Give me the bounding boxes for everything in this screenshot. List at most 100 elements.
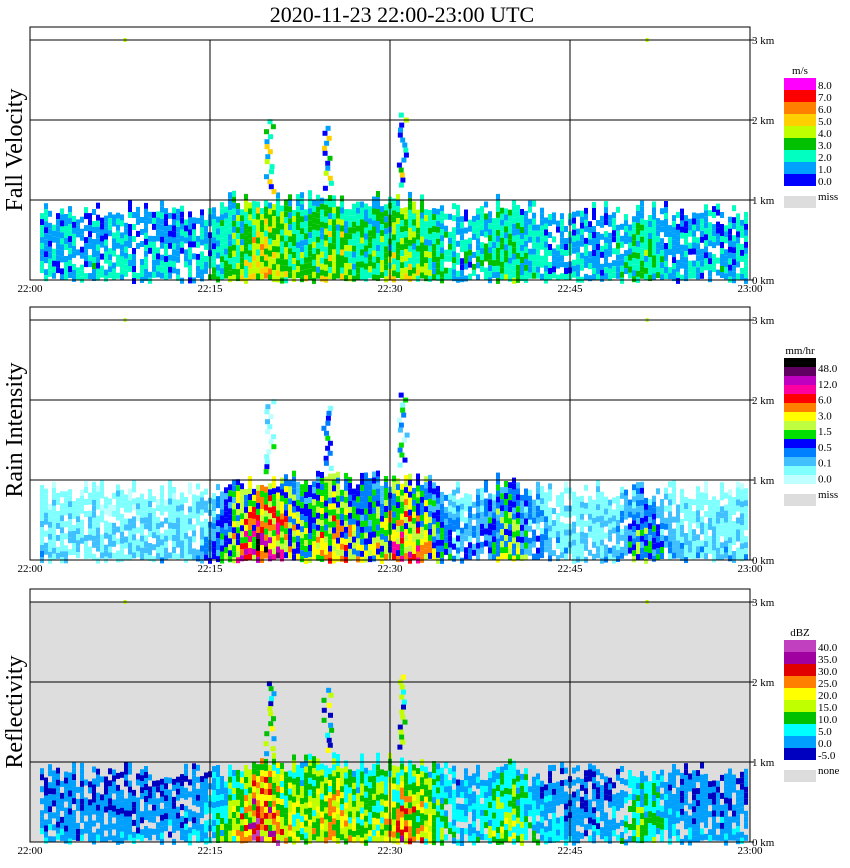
heatmap-cell xyxy=(224,260,228,267)
heatmap-cell xyxy=(136,230,140,237)
heatmap-cell xyxy=(140,493,144,500)
heatmap-cell xyxy=(40,261,44,268)
heatmap-cell xyxy=(328,515,332,522)
heatmap-cell xyxy=(152,265,156,272)
heatmap-cell xyxy=(520,530,524,537)
heatmap-cell xyxy=(724,552,728,559)
heatmap-cell xyxy=(64,232,68,238)
heatmap-cell xyxy=(204,796,208,803)
heatmap-cell xyxy=(688,504,692,511)
heatmap-cell xyxy=(456,270,460,277)
heatmap-cell xyxy=(620,259,624,266)
heatmap-cell xyxy=(276,840,280,846)
heatmap-cell xyxy=(164,529,168,536)
heatmap-cell xyxy=(484,255,488,262)
heatmap-cell xyxy=(288,504,292,511)
heatmap-cell xyxy=(68,772,72,779)
heatmap-cell xyxy=(536,487,540,494)
heatmap-cell xyxy=(248,524,252,530)
heatmap-cell xyxy=(308,509,312,515)
heatmap-cell xyxy=(220,545,224,552)
heatmap-cell xyxy=(548,483,552,490)
heatmap-cell xyxy=(496,235,500,242)
heatmap-cell xyxy=(348,518,352,525)
heatmap-cell xyxy=(212,820,216,827)
heatmap-cell xyxy=(124,554,128,561)
heatmap-cell xyxy=(552,254,556,261)
heatmap-cell xyxy=(296,770,300,777)
heatmap-cell xyxy=(180,492,184,499)
heatmap-cell xyxy=(200,782,204,789)
heatmap-cell xyxy=(184,526,188,533)
heatmap-cell xyxy=(364,215,368,222)
heatmap-cell xyxy=(416,533,420,540)
heatmap-cell xyxy=(132,528,136,535)
heatmap-cell xyxy=(412,237,416,244)
heatmap-cell xyxy=(352,554,356,561)
heatmap-cell xyxy=(352,776,356,783)
heatmap-cell xyxy=(672,221,676,228)
heatmap-cell xyxy=(228,228,232,235)
heatmap-cell xyxy=(144,262,148,269)
heatmap-cell xyxy=(720,272,724,278)
heatmap-cell xyxy=(316,230,320,237)
heatmap-cell xyxy=(380,557,384,564)
heatmap-cell xyxy=(656,512,660,519)
heatmap-cell xyxy=(480,541,484,548)
heatmap-cell xyxy=(152,241,156,248)
heatmap-cell xyxy=(328,231,332,238)
heatmap-cell xyxy=(476,238,480,245)
heatmap-cell xyxy=(252,536,256,543)
heatmap-cell xyxy=(632,258,636,265)
heatmap-cell xyxy=(216,240,220,247)
heatmap-cell xyxy=(200,794,204,801)
heatmap-cell xyxy=(344,263,348,270)
heatmap-cell xyxy=(720,524,724,531)
heatmap-cell xyxy=(288,812,292,819)
heatmap-cell xyxy=(428,227,432,234)
heatmap-cell xyxy=(656,488,660,495)
heatmap-cell xyxy=(488,265,492,272)
heatmap-cell xyxy=(184,817,188,824)
heatmap-cell xyxy=(496,496,500,503)
heatmap-cell xyxy=(280,787,284,793)
heatmap-cell xyxy=(632,544,636,551)
heatmap-cell xyxy=(484,528,488,535)
heatmap-cell xyxy=(140,553,144,560)
heatmap-cell xyxy=(236,215,240,222)
heatmap-cell xyxy=(480,523,484,530)
heatmap-cell xyxy=(368,224,372,231)
heatmap-cell xyxy=(740,501,744,508)
heatmap-cell xyxy=(700,254,704,261)
heatmap-cell xyxy=(340,543,344,550)
heatmap-cell xyxy=(632,490,636,497)
heatmap-cell xyxy=(344,239,348,246)
heatmap-cell xyxy=(252,834,256,841)
heatmap-cell xyxy=(332,788,336,795)
heatmap-cell xyxy=(80,495,84,502)
heatmap-cell xyxy=(204,826,208,833)
heatmap-cell xyxy=(180,774,184,781)
heatmap-cell xyxy=(304,814,308,821)
heatmap-cell xyxy=(356,213,360,220)
heatmap-cell xyxy=(232,800,236,806)
heatmap-cell xyxy=(636,246,640,253)
heatmap-cell xyxy=(296,806,300,813)
heatmap-cell xyxy=(276,222,280,229)
heatmap-cell xyxy=(168,254,172,261)
heatmap-cell xyxy=(88,225,92,232)
heatmap-cell xyxy=(168,486,172,493)
heatmap-cell xyxy=(300,774,304,781)
heatmap-cell xyxy=(524,246,528,253)
heatmap-cell xyxy=(244,783,248,789)
heatmap-cell xyxy=(600,251,604,258)
heatmap-cell xyxy=(628,272,632,279)
heatmap-cell xyxy=(40,533,44,539)
heatmap-cell xyxy=(584,225,588,232)
heatmap-cell xyxy=(360,207,364,214)
heatmap-cell xyxy=(452,215,456,222)
heatmap-cell xyxy=(172,493,176,499)
heatmap-cell xyxy=(40,768,44,775)
heatmap-cell xyxy=(196,800,200,807)
heatmap-cell xyxy=(432,500,436,507)
